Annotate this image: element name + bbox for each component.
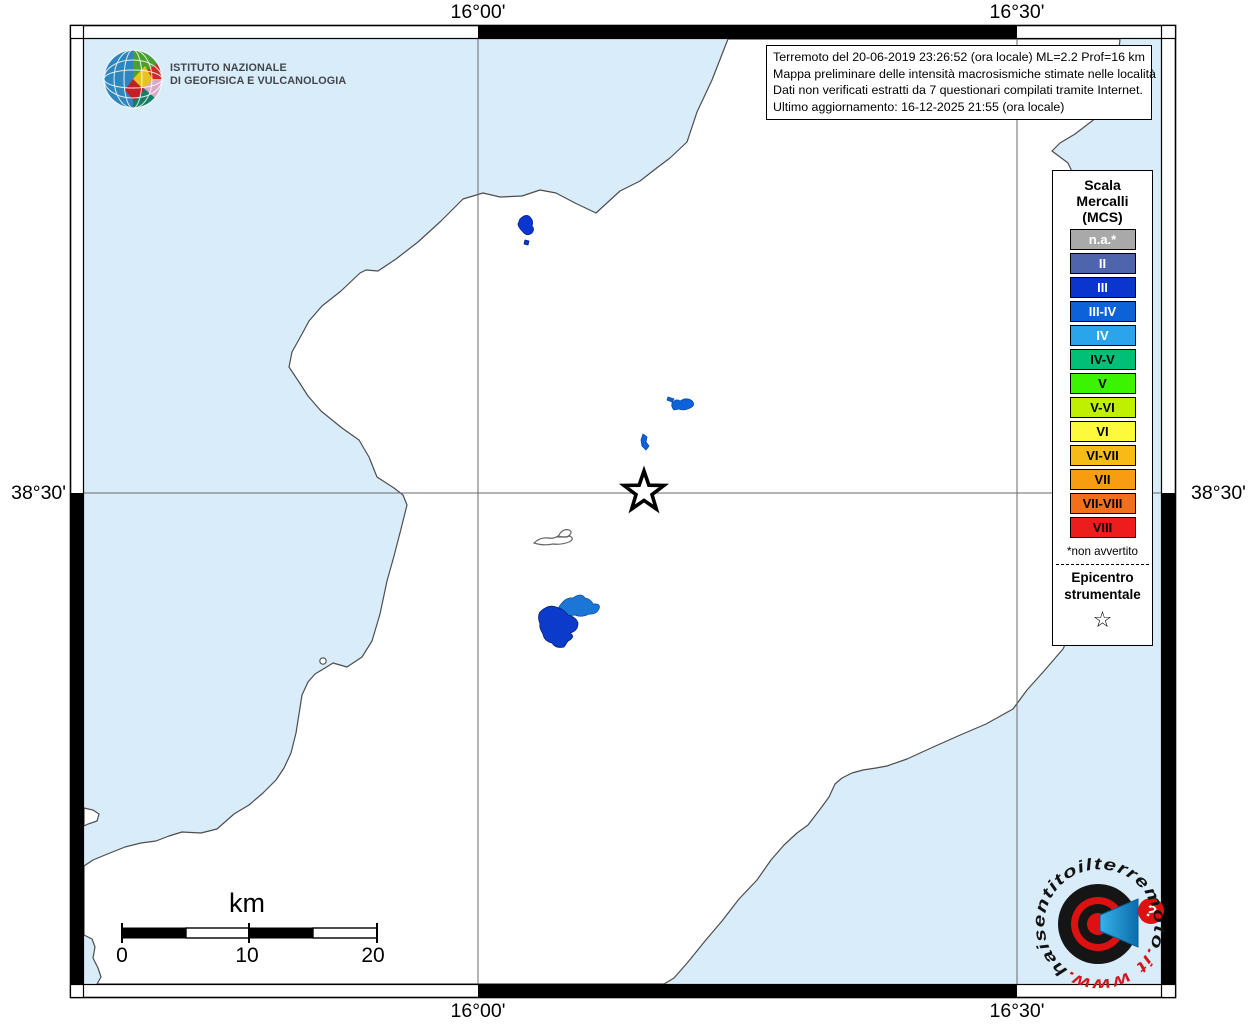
megaphone-icon <box>1099 898 1139 948</box>
locality-cluster-light <box>558 594 600 617</box>
coast-spur <box>84 807 100 827</box>
event-info-box: Terremoto del 20-06-2019 23:26:52 (ora l… <box>766 45 1156 121</box>
islet <box>319 657 327 665</box>
legend-epicenter-star-icon: ☆ <box>1092 606 1113 632</box>
map-frame <box>69 24 1177 999</box>
scale-bar <box>121 923 378 943</box>
landmass-coastline <box>84 39 1121 984</box>
ingv-logo-line1: ISTITUTO NAZIONALE <box>170 62 287 74</box>
legend-box: Scala Mercalli (MCS) n.a.* II III III-IV IV I… <box>1052 170 1153 646</box>
locality-intensity-iii-iv <box>640 396 694 451</box>
legend-swatch-viii: VIII <box>1069 516 1136 538</box>
legend-swatch-ivv: IV-V <box>1069 348 1136 370</box>
axis-label-bottom-left: 16°00' <box>450 1000 506 1022</box>
legend-epicenter-line1: Epicentro <box>1071 569 1134 585</box>
info-line-data: Dati non verificati estratti da 7 questi… <box>773 83 1143 98</box>
graticule <box>84 39 1161 984</box>
haisentito-logo: ? www.haisentitoilterremoto .it <box>1030 855 1168 993</box>
locality-cluster-dark <box>538 605 579 648</box>
legend-swatch-vvi: V-VI <box>1069 396 1136 418</box>
legend-swatch-ii: II <box>1069 252 1136 274</box>
legend-swatch-iiiiv: III-IV <box>1069 300 1136 322</box>
legend-swatches: n.a.* II III III-IV IV IV-V V V-VI VI VI-VII VII VI… <box>1053 228 1152 538</box>
legend-divider <box>1056 563 1149 565</box>
legend-title-line3: (MCS) <box>1082 208 1123 225</box>
locality-intensity-iii <box>517 215 534 246</box>
scale-bar-label-20: 20 <box>361 944 385 967</box>
legend-swatch-vivii: VI-VII <box>1069 444 1136 466</box>
legend-title-line2: Mercalli <box>1076 192 1129 209</box>
legend-swatch-na: n.a.* <box>1069 228 1136 250</box>
epicenter-star <box>618 465 670 514</box>
locality-na-outline <box>532 529 573 546</box>
legend-swatch-vi: VI <box>1069 420 1136 442</box>
question-badge <box>1138 898 1164 924</box>
ingv-logo-line2: DI GEOFISICA E VULCANOLOGIA <box>170 74 347 87</box>
info-line-event: Terremoto del 20-06-2019 23:26:52 (ora l… <box>773 50 1145 64</box>
axis-label-left: 38°30' <box>11 482 66 504</box>
ingv-logo-text: ISTITUTO NAZIONALE DI GEOFISICA E VULCAN… <box>170 62 346 87</box>
info-line-updated: Ultimo aggiornamento: 16-12-2025 21:55 (… <box>773 99 1065 114</box>
legend-swatch-v: V <box>1069 372 1136 394</box>
legend-title-line1: Scala <box>1084 177 1121 193</box>
legend-footnote: *non avvertito <box>1067 544 1138 558</box>
legend-swatch-iv: IV <box>1069 324 1136 346</box>
info-line-map: Mappa preliminare delle intensità macros… <box>773 66 1156 81</box>
legend-swatch-iii: III <box>1069 276 1136 298</box>
scale-bar-unit: km <box>229 888 265 918</box>
ingv-globe-icon <box>103 49 163 109</box>
axis-label-right: 38°30' <box>1191 482 1246 504</box>
legend-swatch-viiviii: VII-VIII <box>1069 492 1136 514</box>
axis-label-top-left: 16°00' <box>450 1 506 23</box>
legend-epicenter-line2: strumentale <box>1064 586 1141 602</box>
axis-label-bottom-right: 16°30' <box>989 1000 1045 1022</box>
scale-bar-label-0: 0 <box>116 944 128 967</box>
axis-label-top-right: 16°30' <box>989 1 1045 23</box>
legend-swatch-vii: VII <box>1069 468 1136 490</box>
scale-bar-label-10: 10 <box>235 944 259 967</box>
